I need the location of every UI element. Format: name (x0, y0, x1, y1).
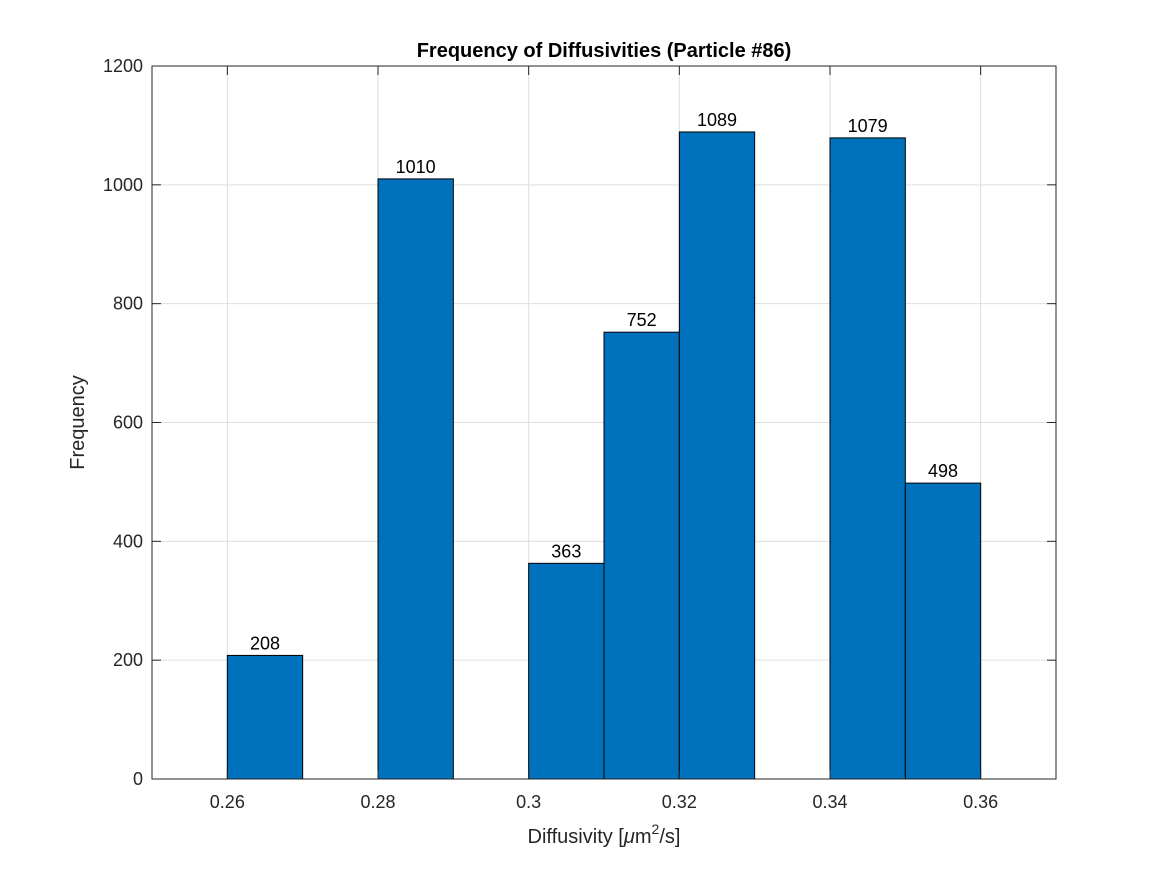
bar (226, 654, 304, 780)
bar-value-label: 363 (551, 541, 581, 561)
bar (377, 178, 454, 780)
y-tick-label: 800 (113, 294, 143, 314)
bar-value-label: 1010 (396, 157, 436, 177)
x-tick-label: 0.36 (963, 792, 998, 812)
bar-value-label: 498 (928, 461, 958, 481)
data-labels: 208 1010 363 752 1089 1079 498 (250, 110, 958, 653)
x-axis-label-prefix: Diffusivity [ (528, 826, 625, 848)
tick-marks (152, 65, 1056, 780)
y-tick-label: 1200 (103, 56, 143, 76)
bar (678, 131, 756, 780)
x-tick-label: 0.32 (662, 792, 697, 812)
x-axis-label: Diffusivity [μm2/s] (528, 821, 681, 848)
y-tick-label: 0 (133, 769, 143, 789)
x-axis-label-unit: m (635, 826, 652, 848)
bars (226, 131, 982, 780)
chart-title: Frequency of Diffusivities (Particle #86… (417, 40, 792, 62)
y-axis-label: Frequency (67, 375, 89, 470)
y-tick-label: 200 (113, 650, 143, 670)
bar-value-label: 1079 (848, 116, 888, 136)
x-tick-label: 0.3 (516, 792, 541, 812)
tick-labels: 0.26 0.28 0.3 0.32 0.34 0.36 0 200 400 600 800 1000… (103, 56, 998, 812)
bar-value-label: 208 (250, 633, 280, 653)
bar (904, 482, 982, 780)
bar-value-label: 1089 (697, 110, 737, 130)
x-tick-label: 0.28 (360, 792, 395, 812)
bar-value-label: 752 (627, 310, 657, 330)
x-axis-label-superscript: 2 (652, 821, 660, 837)
x-tick-label: 0.34 (812, 792, 847, 812)
bar (603, 331, 680, 780)
y-tick-label: 400 (113, 531, 143, 551)
x-tick-label: 0.26 (210, 792, 245, 812)
x-axis-label-mu: μ (623, 826, 635, 848)
bar (528, 562, 605, 780)
bar (829, 137, 906, 780)
x-axis-label-suffix: /s] (659, 826, 680, 848)
y-tick-label: 600 (113, 413, 143, 433)
y-tick-label: 1000 (103, 175, 143, 195)
